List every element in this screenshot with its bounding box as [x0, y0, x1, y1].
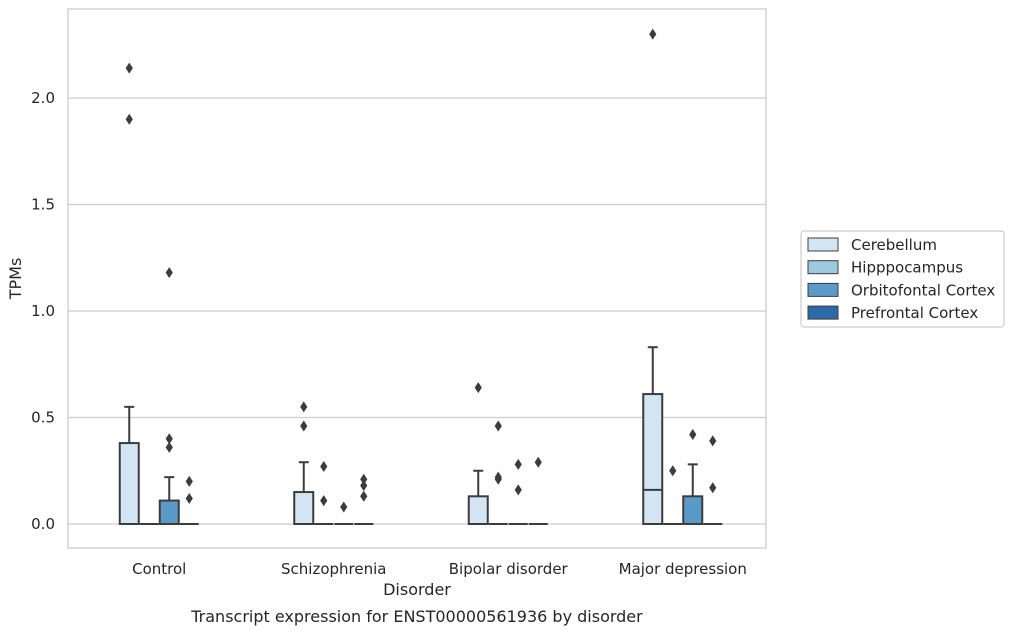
outlier-point: [320, 460, 328, 472]
outlier-point: [649, 28, 657, 40]
box-hipppocampus-2: [488, 420, 508, 525]
legend-label: Prefrontal Cortex: [851, 304, 978, 322]
y-tick-label: 1.0: [31, 302, 55, 320]
outlier-point: [300, 420, 308, 432]
box-cerebellum-2: [467, 382, 489, 525]
box-marks: [118, 28, 723, 526]
outlier-point: [125, 62, 133, 74]
legend-swatch: [807, 260, 839, 275]
box-hipppocampus-3: [663, 465, 683, 525]
outlier-point: [125, 113, 133, 125]
box-orbitofontal-cortex-1: [334, 501, 354, 525]
box-prefrontal-cortex-1: [354, 473, 374, 525]
y-tick-label: 1.5: [31, 196, 55, 214]
chart-caption: Transcript expression for ENST0000056193…: [190, 607, 643, 626]
legend-frame: [800, 230, 1005, 328]
box-body: [682, 495, 704, 525]
outlier-point: [165, 441, 173, 453]
outlier-point: [165, 433, 173, 445]
outlier-point: [709, 435, 717, 447]
x-tick-label: Major depression: [619, 560, 747, 578]
legend-label: Orbitofontal Cortex: [851, 281, 995, 299]
outlier-point: [494, 471, 502, 483]
outlier-point: [165, 267, 173, 279]
outlier-point: [360, 480, 368, 492]
outlier-point: [340, 501, 348, 513]
box-body: [467, 495, 489, 525]
legend: Cerebellum Hipppocampus Orbitofontal Corte…: [800, 230, 1005, 328]
box-orbitofontal-cortex-2: [508, 458, 528, 525]
outlier-point: [474, 382, 482, 394]
y-tick-label: 2.0: [31, 89, 55, 107]
box-cerebellum-0: [118, 62, 140, 525]
plot-area-frame: [67, 8, 767, 549]
x-axis-ticks: Control Schizophrenia Bipolar disorder Majo…: [132, 560, 747, 578]
x-tick-label: Schizophrenia: [281, 560, 386, 578]
outlier-point: [514, 484, 522, 496]
y-axis-label: TPMs: [6, 258, 25, 301]
outlier-point: [709, 482, 717, 494]
legend-label: Hipppocampus: [851, 259, 963, 277]
x-axis-label: Disorder: [383, 580, 451, 599]
y-tick-label: 0.0: [31, 515, 55, 533]
box-prefrontal-cortex-3: [703, 435, 723, 525]
box-body: [118, 442, 140, 525]
box-prefrontal-cortex-2: [528, 456, 548, 525]
y-tick-label: 0.5: [31, 409, 55, 427]
outlier-point: [494, 420, 502, 432]
outlier-point: [360, 490, 368, 502]
legend-swatch: [807, 305, 839, 320]
outlier-point: [669, 465, 677, 477]
outlier-point: [689, 429, 697, 441]
outlier-point: [300, 401, 308, 413]
box-cerebellum-1: [293, 401, 315, 525]
box-hipppocampus-1: [314, 460, 334, 525]
outlier-point: [185, 492, 193, 504]
legend-label: Cerebellum: [851, 236, 937, 254]
box-cerebellum-3: [642, 28, 664, 525]
box-body: [642, 393, 664, 525]
box-body: [293, 491, 315, 525]
outlier-point: [534, 456, 542, 468]
x-tick-label: Control: [132, 560, 186, 578]
outlier-point: [514, 458, 522, 470]
box-orbitofontal-cortex-3: [682, 429, 704, 525]
outlier-point: [185, 475, 193, 487]
outlier-point: [320, 495, 328, 507]
box-body: [158, 499, 180, 526]
outlier-point: [360, 473, 368, 485]
x-tick-label: Bipolar disorder: [449, 560, 569, 578]
legend-swatch: [807, 282, 839, 297]
legend-swatch: [807, 237, 839, 252]
box-orbitofontal-cortex-0: [158, 267, 180, 526]
y-axis-ticks: 0.0 0.5 1.0 1.5 2.0: [31, 89, 55, 533]
box-prefrontal-cortex-0: [179, 475, 199, 525]
